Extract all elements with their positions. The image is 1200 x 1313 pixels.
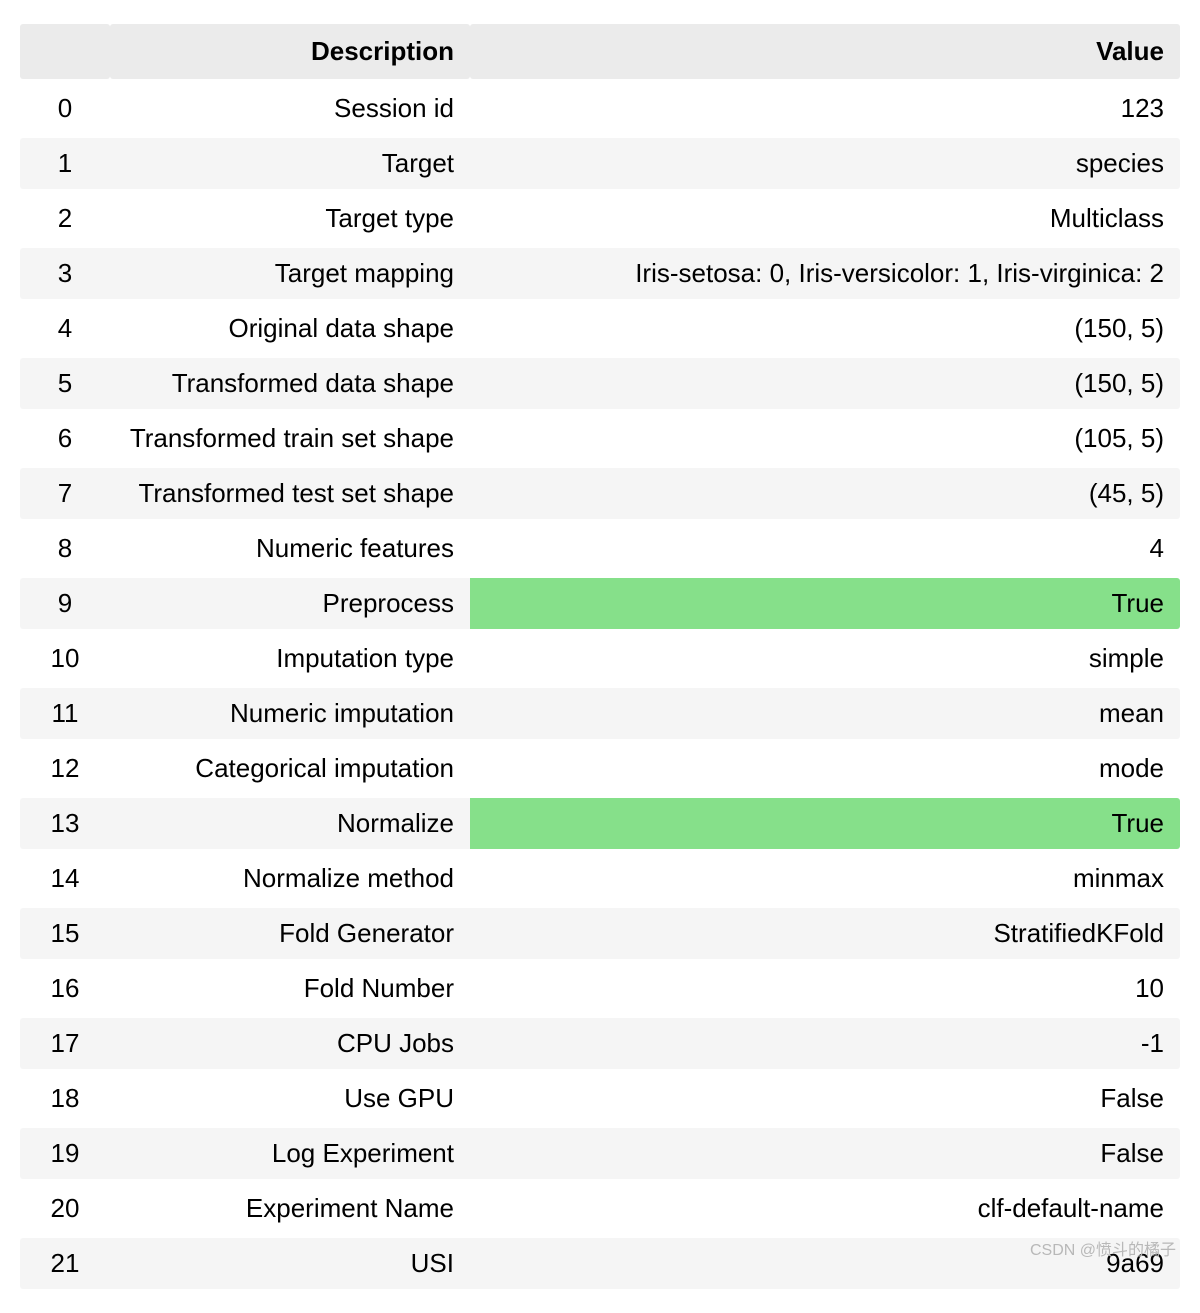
table-row: 15Fold GeneratorStratifiedKFold	[20, 908, 1180, 959]
cell-value: minmax	[470, 853, 1180, 904]
cell-value: 123	[470, 83, 1180, 134]
cell-value: (150, 5)	[470, 303, 1180, 354]
cell-description: Numeric imputation	[110, 688, 470, 739]
cell-value: species	[470, 138, 1180, 189]
cell-index: 4	[20, 303, 110, 354]
table-header-row: Description Value	[20, 24, 1180, 79]
cell-description: Target mapping	[110, 248, 470, 299]
table-row: 6Transformed train set shape(105, 5)	[20, 413, 1180, 464]
table-row: 20Experiment Nameclf-default-name	[20, 1183, 1180, 1234]
cell-value: mean	[470, 688, 1180, 739]
cell-description: Use GPU	[110, 1073, 470, 1124]
cell-description: Target	[110, 138, 470, 189]
table-row: 10Imputation typesimple	[20, 633, 1180, 684]
cell-index: 21	[20, 1238, 110, 1289]
cell-index: 19	[20, 1128, 110, 1179]
cell-index: 16	[20, 963, 110, 1014]
cell-index: 11	[20, 688, 110, 739]
cell-value: 10	[470, 963, 1180, 1014]
watermark-text: CSDN @愤斗的橘子	[1030, 1236, 1176, 1260]
cell-index: 0	[20, 83, 110, 134]
table-row: 14Normalize methodminmax	[20, 853, 1180, 904]
cell-index: 5	[20, 358, 110, 409]
table-row: 1Targetspecies	[20, 138, 1180, 189]
cell-index: 17	[20, 1018, 110, 1069]
table-row: 11Numeric imputationmean	[20, 688, 1180, 739]
table-row: 8Numeric features4	[20, 523, 1180, 574]
cell-value: simple	[470, 633, 1180, 684]
cell-description: Fold Generator	[110, 908, 470, 959]
cell-description: Numeric features	[110, 523, 470, 574]
cell-index: 2	[20, 193, 110, 244]
cell-value: -1	[470, 1018, 1180, 1069]
table-row: 12Categorical imputationmode	[20, 743, 1180, 794]
cell-description: Target type	[110, 193, 470, 244]
cell-value: (105, 5)	[470, 413, 1180, 464]
cell-value: True	[470, 798, 1180, 849]
data-table: Description Value 0Session id1231Targets…	[20, 20, 1180, 1293]
cell-description: Fold Number	[110, 963, 470, 1014]
table-row: 18Use GPUFalse	[20, 1073, 1180, 1124]
cell-description: Categorical imputation	[110, 743, 470, 794]
cell-index: 10	[20, 633, 110, 684]
cell-index: 18	[20, 1073, 110, 1124]
cell-value: Iris-setosa: 0, Iris-versicolor: 1, Iris…	[470, 248, 1180, 299]
header-description: Description	[110, 24, 470, 79]
cell-description: Log Experiment	[110, 1128, 470, 1179]
cell-value: True	[470, 578, 1180, 629]
cell-index: 9	[20, 578, 110, 629]
header-index	[20, 24, 110, 79]
table-row: 16Fold Number10	[20, 963, 1180, 1014]
cell-index: 3	[20, 248, 110, 299]
cell-value: (45, 5)	[470, 468, 1180, 519]
cell-index: 15	[20, 908, 110, 959]
table-body: 0Session id1231Targetspecies2Target type…	[20, 83, 1180, 1289]
cell-description: Original data shape	[110, 303, 470, 354]
cell-description: Normalize	[110, 798, 470, 849]
table-row: 13NormalizeTrue	[20, 798, 1180, 849]
cell-value: clf-default-name	[470, 1183, 1180, 1234]
table-row: 0Session id123	[20, 83, 1180, 134]
cell-value: Multiclass	[470, 193, 1180, 244]
cell-index: 8	[20, 523, 110, 574]
cell-index: 1	[20, 138, 110, 189]
table-row: 9PreprocessTrue	[20, 578, 1180, 629]
cell-index: 6	[20, 413, 110, 464]
cell-description: Transformed test set shape	[110, 468, 470, 519]
cell-description: CPU Jobs	[110, 1018, 470, 1069]
table-row: 5Transformed data shape(150, 5)	[20, 358, 1180, 409]
cell-index: 14	[20, 853, 110, 904]
cell-index: 12	[20, 743, 110, 794]
cell-description: USI	[110, 1238, 470, 1289]
table-row: 3Target mappingIris-setosa: 0, Iris-vers…	[20, 248, 1180, 299]
cell-value: False	[470, 1128, 1180, 1179]
cell-description: Session id	[110, 83, 470, 134]
table-row: 21USI9a69	[20, 1238, 1180, 1289]
table-row: 4Original data shape(150, 5)	[20, 303, 1180, 354]
table-row: 2Target typeMulticlass	[20, 193, 1180, 244]
cell-description: Normalize method	[110, 853, 470, 904]
cell-description: Transformed train set shape	[110, 413, 470, 464]
cell-description: Transformed data shape	[110, 358, 470, 409]
setup-summary-table: Description Value 0Session id1231Targets…	[20, 20, 1180, 1293]
table-row: 19Log ExperimentFalse	[20, 1128, 1180, 1179]
cell-index: 20	[20, 1183, 110, 1234]
cell-description: Experiment Name	[110, 1183, 470, 1234]
cell-value: 4	[470, 523, 1180, 574]
cell-index: 13	[20, 798, 110, 849]
table-row: 17CPU Jobs-1	[20, 1018, 1180, 1069]
cell-value: (150, 5)	[470, 358, 1180, 409]
cell-value: StratifiedKFold	[470, 908, 1180, 959]
cell-index: 7	[20, 468, 110, 519]
cell-value: mode	[470, 743, 1180, 794]
cell-value: False	[470, 1073, 1180, 1124]
cell-description: Preprocess	[110, 578, 470, 629]
cell-description: Imputation type	[110, 633, 470, 684]
header-value: Value	[470, 24, 1180, 79]
table-row: 7Transformed test set shape(45, 5)	[20, 468, 1180, 519]
